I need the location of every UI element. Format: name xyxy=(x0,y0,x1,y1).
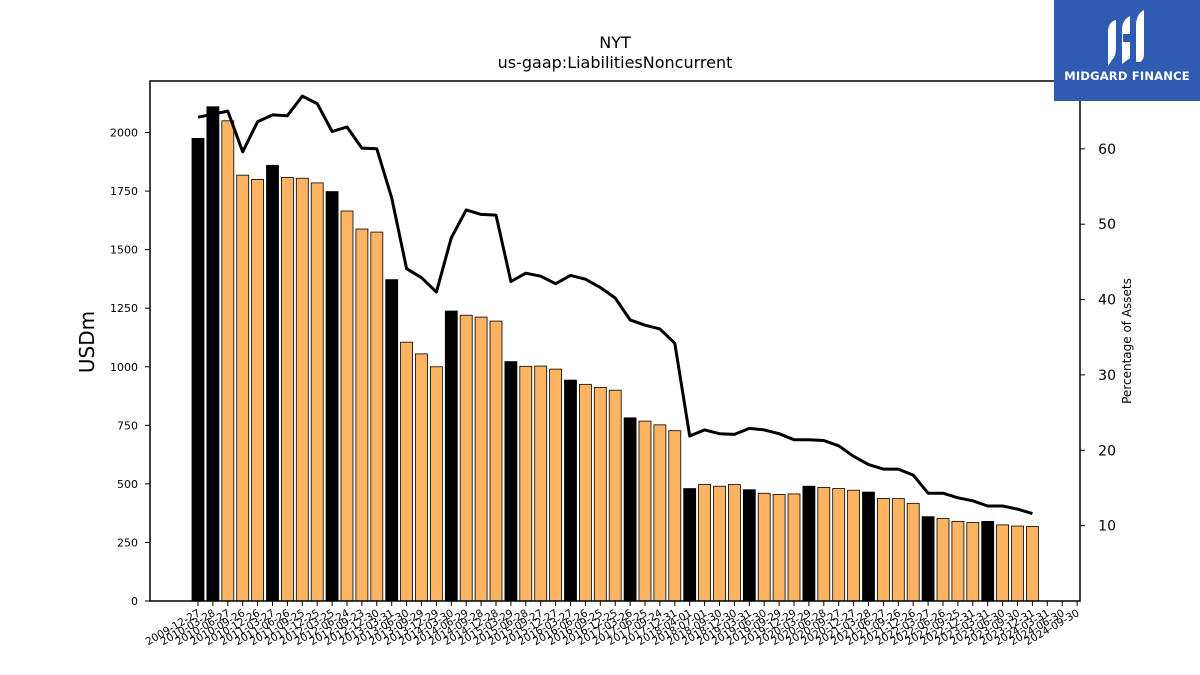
chart-title: NYT xyxy=(599,33,631,52)
bar xyxy=(236,174,250,602)
bar xyxy=(906,502,920,602)
bar xyxy=(832,488,846,602)
y-tick-label: 750 xyxy=(117,419,138,432)
bar xyxy=(996,524,1009,602)
bar xyxy=(698,484,711,602)
bar xyxy=(668,430,682,602)
y-tick-label: 1500 xyxy=(110,244,138,257)
bar xyxy=(444,310,458,602)
chart-subtitle: us-gaap:LiabilitiesNoncurrent xyxy=(498,53,733,72)
bar xyxy=(579,383,592,602)
bar xyxy=(295,177,309,602)
y-tick-label: 500 xyxy=(117,478,138,491)
bar xyxy=(638,420,652,602)
bar xyxy=(847,489,860,602)
left-axis: 0 250 500 750 1000 1250 1500 1750 2000 xyxy=(110,127,150,608)
bar xyxy=(280,177,294,602)
bar xyxy=(981,520,995,602)
bar xyxy=(206,106,220,602)
bar xyxy=(683,488,697,602)
bar xyxy=(310,182,324,602)
x-axis: 2009-12-272010-03-282010-06-272010-09-26… xyxy=(144,601,1082,648)
bar xyxy=(1011,525,1024,602)
brand-logo: MIDGARD FINANCE xyxy=(1054,0,1200,101)
y-tick-label: 2000 xyxy=(110,127,138,140)
bar xyxy=(489,320,503,602)
bar xyxy=(325,191,339,602)
bar xyxy=(742,489,756,602)
bar xyxy=(728,484,741,602)
bar xyxy=(772,494,786,602)
y-tick-label: 1750 xyxy=(110,185,138,198)
bar xyxy=(891,498,905,602)
y2-tick-label: 30 xyxy=(1098,368,1116,384)
bar xyxy=(966,522,980,602)
bar xyxy=(757,492,771,602)
bar xyxy=(429,366,443,602)
bar xyxy=(593,386,607,602)
bar xyxy=(385,279,399,602)
bar xyxy=(221,120,235,602)
bar xyxy=(415,353,428,602)
right-axis: 10 20 30 40 50 60 xyxy=(1080,142,1116,535)
bar xyxy=(519,365,533,602)
bar xyxy=(877,498,890,602)
bar xyxy=(355,228,369,602)
bar xyxy=(1026,526,1039,602)
y2-tick-label: 50 xyxy=(1098,217,1116,233)
bar xyxy=(564,379,577,602)
y2-tick-label: 20 xyxy=(1098,443,1116,459)
bar xyxy=(862,491,875,602)
y2-tick-label: 40 xyxy=(1098,293,1116,309)
bar xyxy=(251,178,265,602)
bar xyxy=(623,417,637,602)
line-layer xyxy=(197,94,1033,516)
bar xyxy=(608,389,622,602)
bar xyxy=(266,164,279,602)
bars-layer xyxy=(191,106,1039,602)
bar xyxy=(534,365,548,602)
y2-axis-label: Percentage of Assets xyxy=(1120,278,1134,404)
bar xyxy=(951,520,965,602)
y-tick-label: 1000 xyxy=(110,361,138,374)
bar xyxy=(340,210,354,602)
bar xyxy=(713,485,726,602)
bar xyxy=(400,341,414,602)
bar xyxy=(549,368,562,602)
y-tick-label: 0 xyxy=(131,595,138,608)
bar xyxy=(787,493,801,602)
bar xyxy=(504,361,518,602)
bar xyxy=(921,516,935,602)
bar xyxy=(474,316,488,602)
bar xyxy=(817,486,831,602)
bar xyxy=(191,137,205,602)
bar xyxy=(370,231,384,602)
y2-tick-label: 60 xyxy=(1098,142,1116,158)
bar xyxy=(459,314,473,602)
logo-text: MIDGARD FINANCE xyxy=(1064,69,1190,83)
y2-tick-label: 10 xyxy=(1098,519,1116,535)
percentage-line xyxy=(197,94,1033,516)
midgard-logo-icon xyxy=(1108,10,1144,66)
bar xyxy=(936,518,950,602)
y-axis-label: USDm xyxy=(75,311,99,373)
bar xyxy=(653,424,667,602)
bar xyxy=(802,485,816,602)
y-tick-label: 1250 xyxy=(110,302,138,315)
y-tick-label: 250 xyxy=(117,536,138,549)
